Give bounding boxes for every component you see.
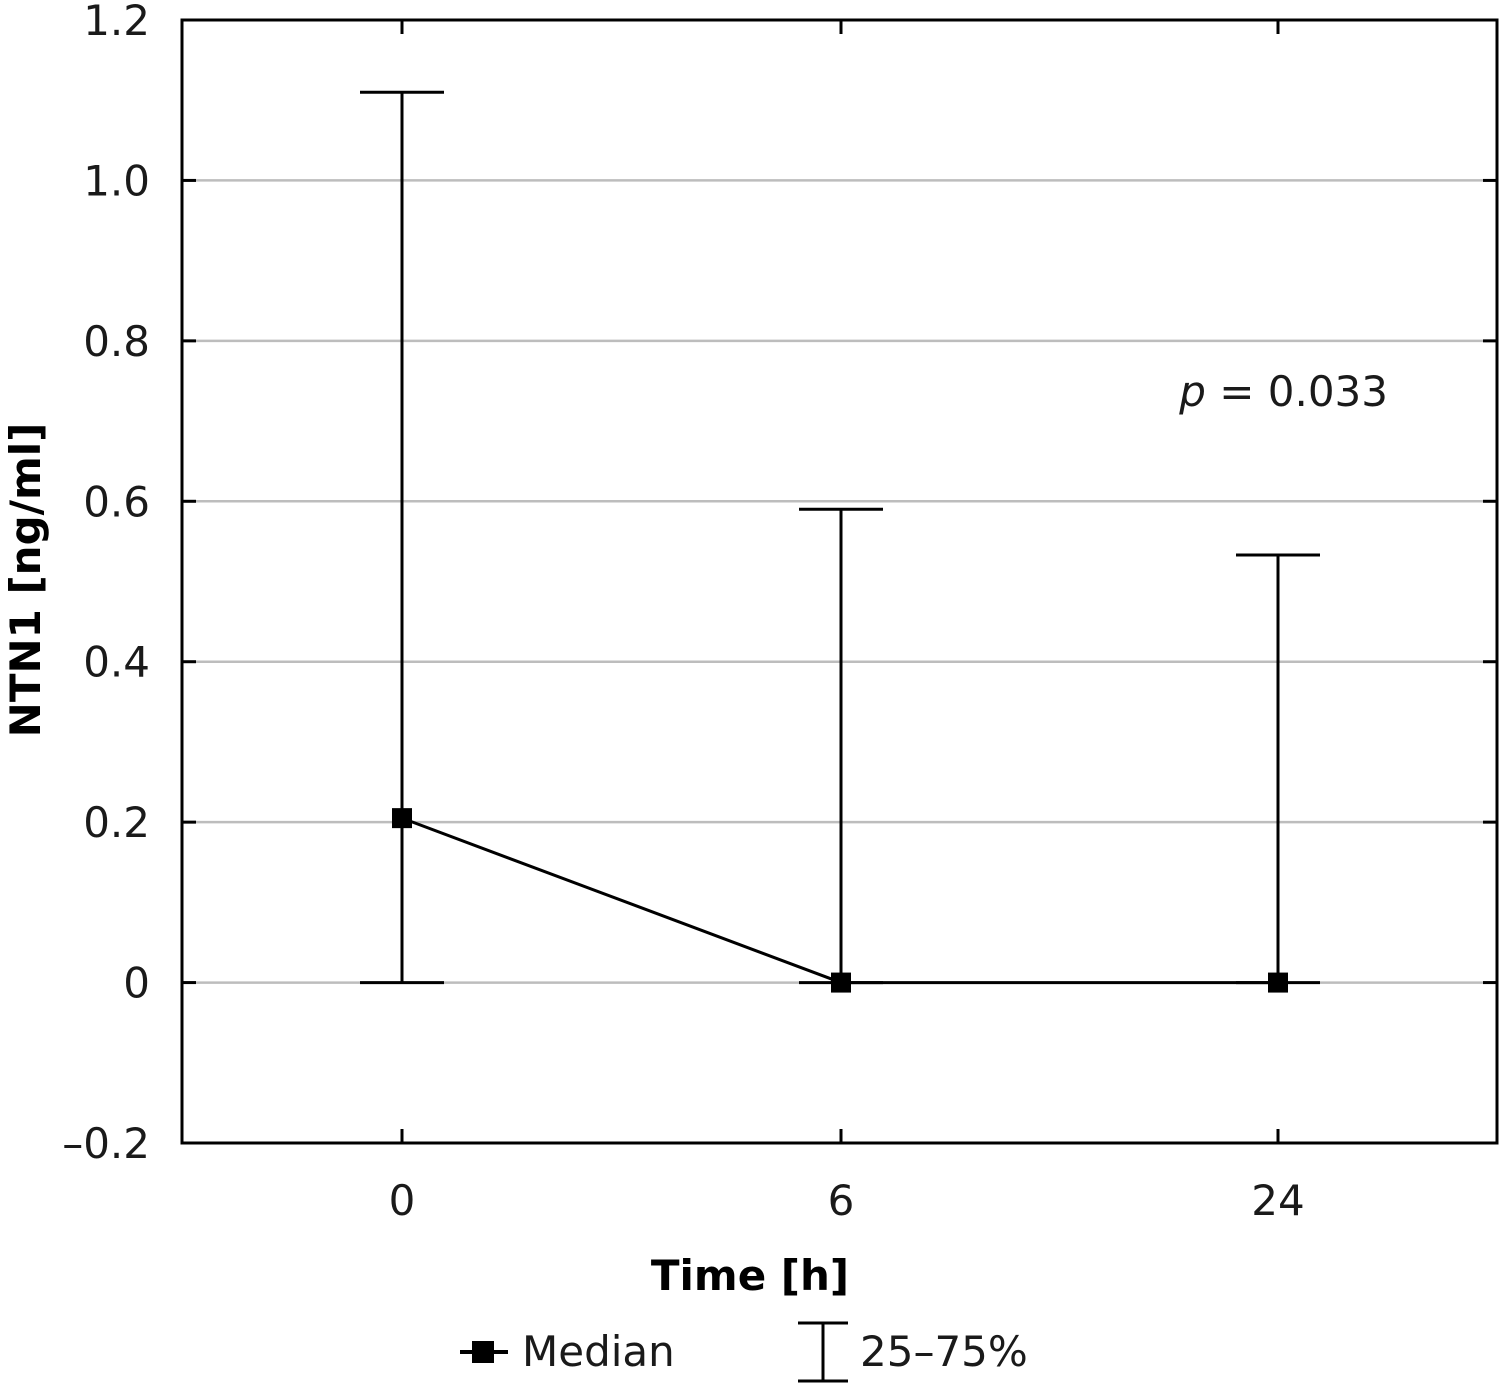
median-point: [392, 808, 412, 829]
p-symbol: p: [1178, 367, 1206, 416]
x-tick-label: 6: [828, 1176, 855, 1225]
y-tick-labels: 1.2 1.0 0.8 0.6 0.4 0.2 0 –0.2: [62, 0, 150, 1168]
x-tick-labels: 0 6 24: [389, 1176, 1305, 1225]
y-tick-label: 0.6: [83, 477, 150, 526]
y-axis-title: NTN1 [ng/ml]: [1, 423, 50, 738]
legend: Median 25–75%: [460, 1321, 1028, 1383]
x-tick-label: 0: [389, 1176, 416, 1225]
p-value: = 0.033: [1206, 367, 1388, 416]
legend-range-label: 25–75%: [860, 1327, 1028, 1376]
p-value-annotation: p = 0.033: [1178, 367, 1388, 416]
y-tick-label: 0.2: [83, 798, 150, 847]
x-axis-title: Time [h]: [651, 1251, 849, 1300]
error-bar: [1236, 553, 1320, 985]
error-bar: [799, 507, 883, 985]
legend-range-swatch: [798, 1321, 848, 1383]
axis-ticks: [182, 18, 1497, 1145]
x-tick-label: 24: [1251, 1176, 1304, 1225]
median-point: [831, 972, 851, 993]
y-tick-label: 0: [123, 959, 150, 1008]
legend-median-swatch: [460, 1341, 508, 1363]
legend-median-label: Median: [522, 1327, 675, 1376]
y-tick-label: –0.2: [62, 1119, 150, 1168]
error-bar: [360, 90, 444, 985]
median-markers: [392, 808, 1288, 993]
y-tick-label: 1.2: [83, 0, 150, 45]
error-bars: [360, 90, 1320, 985]
y-tick-label: 0.8: [83, 317, 150, 366]
median-point: [1268, 972, 1288, 993]
y-tick-label: 1.0: [83, 156, 150, 205]
y-tick-label: 0.4: [83, 638, 150, 687]
